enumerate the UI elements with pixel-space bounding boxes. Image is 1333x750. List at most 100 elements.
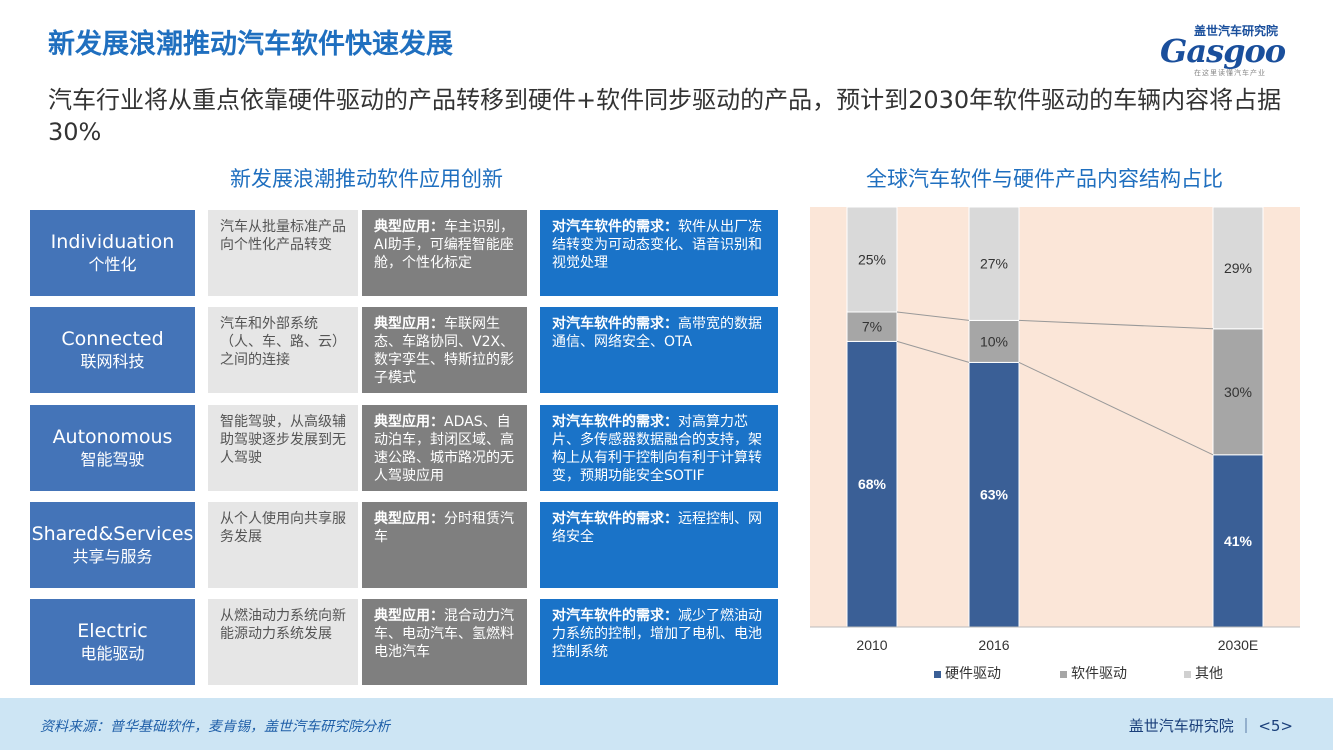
application-prefix: 典型应用： bbox=[374, 316, 444, 332]
trend-description: 从燃油动力系统向新能源动力系统发展 bbox=[208, 599, 358, 685]
need-prefix: 对汽车软件的需求： bbox=[552, 219, 678, 235]
stacked-bar-chart: 68% 7% 25% 63% 10% 27% 41% 30% 29% bbox=[810, 207, 1300, 627]
bar-segment bbox=[968, 319, 1020, 363]
typical-application: 典型应用：分时租赁汽车 bbox=[362, 502, 527, 588]
need-text: 对高算力芯片、多传感器数据融合的支持，架构上从有利于控制向有利于计算转变，预期功… bbox=[552, 414, 762, 484]
trend-category-en: Autonomous bbox=[52, 425, 173, 448]
bar-value-label: 68% bbox=[858, 476, 887, 492]
need-prefix: 对汽车软件的需求： bbox=[552, 511, 678, 527]
footer-brand-name: 盖世汽车研究院 bbox=[1128, 717, 1234, 735]
application-prefix: 典型应用： bbox=[374, 608, 444, 624]
trend-category-en: Connected bbox=[61, 327, 164, 350]
bar-value-label: 25% bbox=[858, 252, 886, 268]
bar-value-label: 27% bbox=[980, 256, 1008, 272]
bar-value-label: 30% bbox=[1224, 384, 1252, 400]
typical-application: 典型应用：ADAS、自动泊车，封闭区域、高速公路、城市路况的无人驾驶应用 bbox=[362, 405, 527, 491]
bar-value-label: 41% bbox=[1224, 533, 1253, 549]
trend-category-en: Electric bbox=[77, 619, 148, 642]
bar-segment bbox=[846, 311, 898, 342]
bar-value-label: 7% bbox=[862, 319, 882, 335]
series-connector-line bbox=[1018, 319, 1214, 330]
chart-x-axis: 2010 2016 2030E bbox=[810, 626, 1300, 653]
software-need: 对汽车软件的需求：减少了燃油动力系统的控制，增加了电机、电池控制系统 bbox=[540, 599, 778, 685]
bar-value-label: 29% bbox=[1224, 260, 1252, 276]
x-tick-label: 2010 bbox=[856, 637, 887, 653]
legend-item: 其他 bbox=[1184, 663, 1223, 683]
application-text: 混合动力汽车、电动汽车、氢燃料电池汽车 bbox=[374, 608, 514, 660]
application-text: 分时租赁汽车 bbox=[374, 511, 514, 545]
trend-description: 从个人使用向共享服务发展 bbox=[208, 502, 358, 588]
trend-row: Shared&Services 共享与服务 从个人使用向共享服务发展 典型应用：分时租… bbox=[30, 502, 778, 588]
trend-category-zh: 共享与服务 bbox=[72, 546, 153, 566]
legend-item: 软件驱动 bbox=[1060, 663, 1127, 683]
trend-row: Autonomous 智能驾驶 智能驾驶，从高级辅助驾驶逐步发展到无人驾驶 典型应用：… bbox=[30, 405, 778, 491]
typical-application: 典型应用：车主识别，AI助手，可编程智能座舱，个性化标定 bbox=[362, 210, 527, 296]
source-note: 资料来源：普华基础软件，麦肯锡，盖世汽车研究院分析 bbox=[40, 719, 390, 735]
bar-segment bbox=[1212, 328, 1264, 456]
series-connector-line bbox=[896, 340, 970, 363]
need-prefix: 对汽车软件的需求： bbox=[552, 414, 678, 430]
legend-swatch bbox=[1184, 670, 1191, 678]
need-text: 软件从出厂冻结转变为可动态变化、语音识别和视觉处理 bbox=[552, 219, 762, 271]
gasgoo-logo: 盖世汽车研究院 Gasgoo 在这里读懂汽车产业 bbox=[1160, 18, 1292, 80]
trend-category-zh: 电能驱动 bbox=[80, 643, 145, 663]
page-title: 新发展浪潮推动汽车软件快速发展 bbox=[48, 29, 453, 60]
x-tick-label: 2030E bbox=[1218, 637, 1258, 653]
legend-swatch bbox=[1060, 670, 1067, 678]
bar-segment bbox=[968, 207, 1020, 321]
trend-category-zh: 个性化 bbox=[88, 254, 137, 274]
page-subtitle: 汽车行业将从重点依靠硬件驱动的产品转移到硬件+软件同步驱动的产品，预计到2030… bbox=[48, 86, 1282, 146]
trend-category: Electric 电能驱动 bbox=[30, 599, 195, 685]
trend-category: Connected 联网科技 bbox=[30, 307, 195, 393]
trend-row: Electric 电能驱动 从燃油动力系统向新能源动力系统发展 典型应用：混合动力汽车… bbox=[30, 599, 778, 685]
application-text: 车主识别，AI助手，可编程智能座舱，个性化标定 bbox=[374, 219, 514, 271]
software-need: 对汽车软件的需求：高带宽的数据通信、网络安全、OTA bbox=[540, 307, 778, 393]
need-text: 远程控制、网络安全 bbox=[552, 511, 762, 545]
need-prefix: 对汽车软件的需求： bbox=[552, 316, 678, 332]
trend-category: Shared&Services 共享与服务 bbox=[30, 502, 195, 588]
bar-segment bbox=[846, 207, 898, 313]
application-prefix: 典型应用： bbox=[374, 219, 444, 235]
trend-category-zh: 智能驾驶 bbox=[80, 449, 145, 469]
bar-segment bbox=[846, 340, 898, 627]
footer: 资料来源：普华基础软件，麦肯锡，盖世汽车研究院分析 盖世汽车研究院 ｜ <5> bbox=[0, 698, 1333, 750]
legend-label: 其他 bbox=[1195, 666, 1223, 682]
trend-description: 汽车和外部系统（人、车、路、云）之间的连接 bbox=[208, 307, 358, 393]
logo-main-text: Gasgoo bbox=[1160, 32, 1286, 70]
software-need: 对汽车软件的需求：对高算力芯片、多传感器数据融合的支持，架构上从有利于控制向有利… bbox=[540, 405, 778, 491]
legend-label: 软件驱动 bbox=[1071, 666, 1127, 682]
trend-description: 智能驾驶，从高级辅助驾驶逐步发展到无人驾驶 bbox=[208, 405, 358, 491]
left-section-title: 新发展浪潮推动软件应用创新 bbox=[230, 167, 503, 191]
trend-category: Autonomous 智能驾驶 bbox=[30, 405, 195, 491]
need-text: 减少了燃油动力系统的控制，增加了电机、电池控制系统 bbox=[552, 608, 762, 660]
software-need: 对汽车软件的需求：远程控制、网络安全 bbox=[540, 502, 778, 588]
need-text: 高带宽的数据通信、网络安全、OTA bbox=[552, 316, 762, 350]
trend-category-zh: 联网科技 bbox=[80, 351, 145, 371]
software-need: 对汽车软件的需求：软件从出厂冻结转变为可动态变化、语音识别和视觉处理 bbox=[540, 210, 778, 296]
typical-application: 典型应用：混合动力汽车、电动汽车、氢燃料电池汽车 bbox=[362, 599, 527, 685]
page-number: <5> bbox=[1258, 717, 1293, 735]
trend-category-en: Individuation bbox=[50, 230, 175, 253]
series-connector-line bbox=[896, 311, 970, 321]
bar-segment bbox=[1212, 454, 1264, 627]
trend-category-en: Shared&Services bbox=[31, 522, 194, 545]
footer-brand: 盖世汽车研究院 ｜ <5> bbox=[1129, 715, 1293, 736]
logo-top-text: 盖世汽车研究院 bbox=[1194, 24, 1279, 38]
trend-row: Individuation 个性化 汽车从批量标准产品向个性化产品转变 典型应用：车主… bbox=[30, 210, 778, 296]
series-connector-line bbox=[1018, 361, 1214, 456]
x-tick-label: 2016 bbox=[978, 637, 1009, 653]
logo-sub-text: 在这里读懂汽车产业 bbox=[1194, 69, 1266, 77]
application-prefix: 典型应用： bbox=[374, 511, 444, 527]
application-text: ADAS、自动泊车，封闭区域、高速公路、城市路况的无人驾驶应用 bbox=[374, 414, 514, 484]
footer-divider: ｜ bbox=[1238, 717, 1254, 735]
need-prefix: 对汽车软件的需求： bbox=[552, 608, 678, 624]
chart-title: 全球汽车软件与硬件产品内容结构占比 bbox=[866, 167, 1223, 191]
legend-item: 硬件驱动 bbox=[934, 663, 1001, 683]
typical-application: 典型应用：车联网生态、车路协同、V2X、数字孪生、特斯拉的影子模式 bbox=[362, 307, 527, 393]
legend-swatch bbox=[934, 670, 941, 678]
application-prefix: 典型应用： bbox=[374, 414, 444, 430]
bar-segment bbox=[1212, 207, 1264, 330]
bar-value-label: 10% bbox=[980, 333, 1008, 349]
application-text: 车联网生态、车路协同、V2X、数字孪生、特斯拉的影子模式 bbox=[374, 316, 515, 386]
trend-description: 汽车从批量标准产品向个性化产品转变 bbox=[208, 210, 358, 296]
